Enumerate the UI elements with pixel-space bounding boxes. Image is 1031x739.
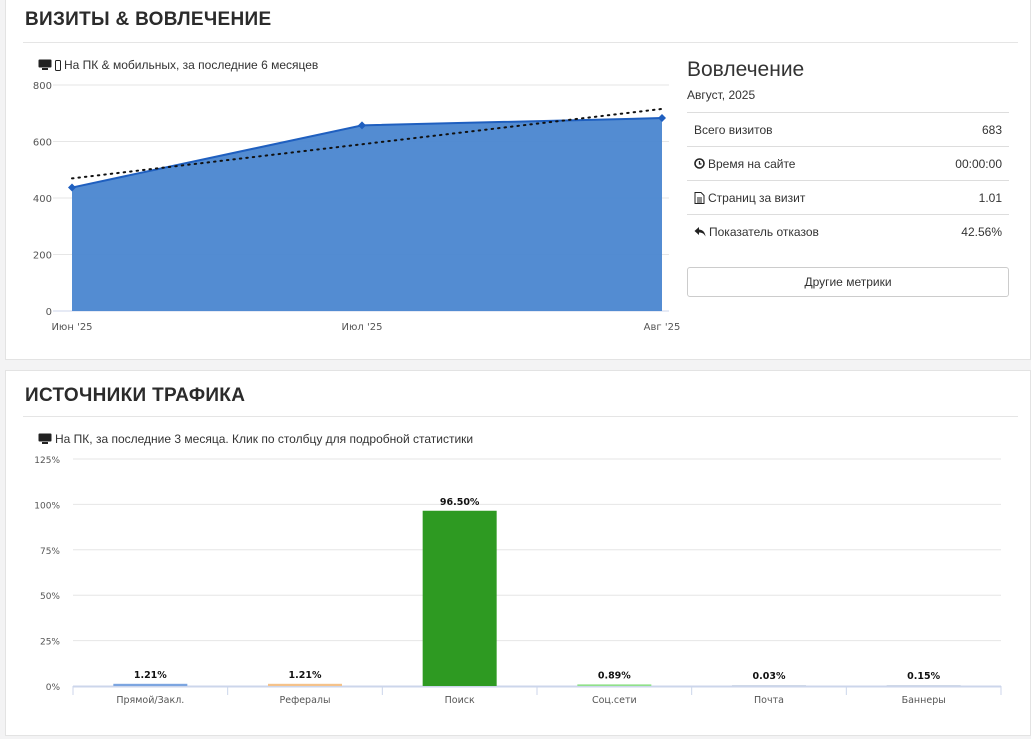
x-tick-label: Июл '25 [342, 322, 383, 333]
trend-line [71, 107, 663, 180]
desktop-icon [38, 59, 52, 70]
more-metrics-button[interactable]: Другие метрики [687, 267, 1009, 297]
data-point [658, 114, 666, 123]
y-tick-label: 75% [40, 547, 60, 557]
x-tick-label: Почта [754, 695, 784, 706]
panel-title: Визиты & Вовлечение [25, 9, 272, 30]
metric-value: 683 [981, 122, 1002, 137]
data-label: 1.21% [134, 670, 167, 681]
area-fill [72, 118, 662, 312]
subtitle-text: На ПК, за последние 3 месяца. Клик по ст… [55, 432, 474, 446]
x-tick-label: Соц.сети [592, 695, 637, 706]
data-label: 96.50% [440, 497, 480, 508]
data-label: 0.03% [753, 671, 786, 682]
chart-subtitle: На ПК, за последние 3 месяца. Клик по ст… [38, 432, 473, 446]
metric-value: 42.56% [961, 224, 1002, 239]
y-tick-label: 25% [40, 638, 60, 648]
traffic-panel: Источники трафика На ПК, за последние 3 … [5, 370, 1031, 736]
panel-title: Источники трафика [25, 385, 246, 406]
metric-row-pages: Страниц за визит 1.01 [687, 180, 1009, 214]
x-tick-label: Баннеры [902, 695, 946, 706]
bar-Баннеры[interactable] [886, 685, 961, 686]
desktop-icon [38, 433, 52, 444]
data-label: 0.15% [907, 671, 940, 682]
metric-label: Время на сайте [708, 156, 796, 171]
document-icon [694, 191, 705, 204]
x-tick-label: Рефералы [280, 695, 331, 706]
y-tick-label: 0 [46, 307, 52, 318]
data-label: 1.21% [289, 670, 322, 681]
bar-Рефералы[interactable] [268, 683, 342, 686]
y-tick-label: 400 [33, 194, 52, 205]
y-tick-label: 125% [34, 456, 60, 466]
reply-icon [694, 227, 706, 237]
engagement-date: Август, 2025 [687, 88, 756, 102]
subtitle-text: На ПК & мобильных, за последние 6 месяце… [64, 58, 319, 72]
engagement-title: Вовлечение [687, 58, 805, 81]
mobile-icon [55, 59, 61, 71]
y-tick-label: 100% [34, 501, 60, 511]
y-tick-label: 0% [46, 683, 61, 693]
data-point [358, 121, 366, 130]
traffic-bar-chart: 0% 25% 50% 75% 100% 125% 1.21% Прямой/Закл. 1.21… [34, 456, 1002, 706]
metric-label: Показатель отказов [709, 224, 819, 239]
visits-panel: Визиты & Вовлечение На ПК & мобильных, з… [5, 0, 1031, 360]
metric-label: Страниц за визит [708, 190, 806, 205]
x-tick-label: Прямой/Закл. [116, 695, 184, 706]
data-point [68, 183, 76, 192]
metric-row-bounce: Показатель отказов 42.56% [687, 214, 1009, 248]
chart-subtitle: На ПК & мобильных, за последние 6 месяце… [38, 58, 318, 72]
y-tick-label: 600 [33, 138, 52, 149]
y-tick-label: 800 [33, 81, 52, 92]
data-label: 0.89% [598, 670, 631, 681]
y-tick-label: 50% [40, 592, 60, 602]
metric-label: Всего визитов [694, 122, 773, 137]
visits-area-chart: 0 200 400 600 800 Июн '25 Июл '25 Авг '25 [33, 81, 681, 333]
engagement-card: Вовлечение Август, 2025 Всего визитов 683… [687, 58, 1009, 297]
metric-value: 00:00:00 [955, 156, 1002, 171]
divider [23, 416, 1018, 417]
x-tick-label: Авг '25 [644, 322, 681, 333]
y-tick-label: 200 [33, 251, 52, 262]
metric-row-visits: Всего визитов 683 [687, 112, 1009, 146]
x-tick-label: Июн '25 [51, 322, 92, 333]
bar-Прямой/Закл.[interactable] [113, 683, 188, 686]
metric-value: 1.01 [978, 190, 1002, 205]
bar-Поиск[interactable] [422, 510, 497, 686]
clock-icon [694, 158, 705, 169]
metric-row-time: Время на сайте 00:00:00 [687, 146, 1009, 180]
divider [23, 42, 1018, 43]
bar-Соц.сети[interactable] [577, 684, 652, 686]
x-tick-label: Поиск [445, 695, 475, 706]
bar-Почта[interactable] [732, 685, 806, 686]
